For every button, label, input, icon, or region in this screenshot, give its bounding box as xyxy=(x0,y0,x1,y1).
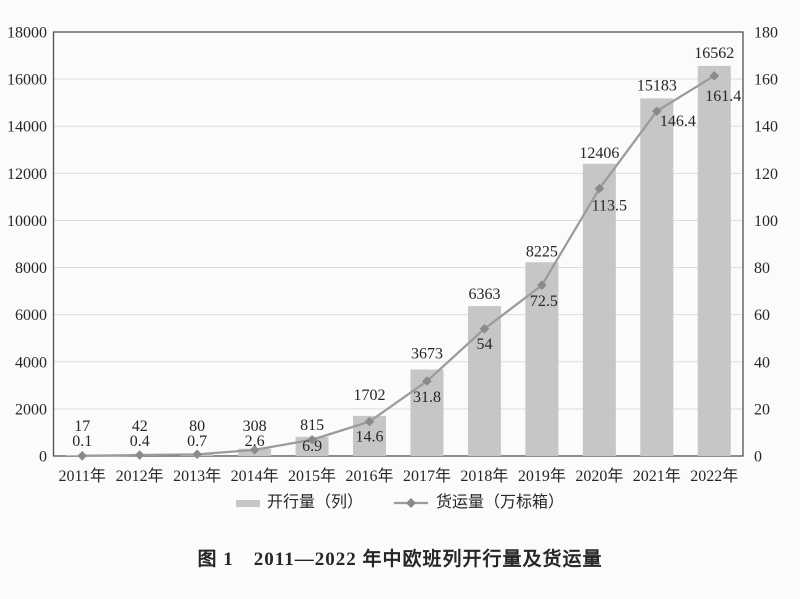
legend-item-trains: 开行量（列） xyxy=(235,494,363,512)
left-axis-tick-label: 16000 xyxy=(7,72,47,89)
line-series-marker-icon xyxy=(394,498,428,508)
line-value-label: 6.9 xyxy=(302,438,322,455)
x-axis-label: 2015年 xyxy=(288,467,336,485)
x-axis-label: 2012年 xyxy=(116,467,164,485)
chart-legend: 开行量（列） 货运量（万标箱） xyxy=(0,494,800,512)
line-marker-2015年 xyxy=(307,434,317,445)
bar-value-label: 3673 xyxy=(411,345,443,362)
bar-2021年 xyxy=(640,98,674,456)
legend-label-trains: 开行量（列） xyxy=(266,494,363,511)
line-marker-2016年 xyxy=(364,416,375,427)
line-marker-2014年 xyxy=(249,445,260,455)
left-axis-tick-label: 4000 xyxy=(15,354,47,371)
combo-chart: 17 42 80 308 815 1702 3673 6363 8225 12406 15183 16… xyxy=(7,25,778,486)
x-axis-label: 2011年 xyxy=(59,467,106,485)
line-value-label: 72.5 xyxy=(530,293,558,310)
figure-caption: 图 1 2011—2022 年中欧班列开行量及货运量 xyxy=(197,549,603,570)
left-axis-tick-label: 6000 xyxy=(15,307,47,324)
x-axis-label: 2021年 xyxy=(633,467,681,485)
legend-label-freight: 货运量（万标箱） xyxy=(436,494,565,511)
left-axis-tick-label: 0 xyxy=(39,449,47,466)
line-value-label: 0.7 xyxy=(187,433,207,450)
bar-value-label: 16562 xyxy=(694,45,734,62)
line-marker-2022年 xyxy=(709,71,720,81)
line-value-label: 0.1 xyxy=(72,433,92,450)
left-axis-tick-label: 8000 xyxy=(15,260,47,277)
bar-value-label: 17 xyxy=(74,418,90,435)
bar-value-label: 8225 xyxy=(526,243,558,260)
bar-value-label: 42 xyxy=(132,418,148,435)
line-marker-2017年 xyxy=(422,376,432,386)
right-axis-tick-label: 20 xyxy=(754,401,770,418)
bar-value-label: 15183 xyxy=(637,77,677,94)
legend-item-freight: 货运量（万标箱） xyxy=(393,494,564,512)
x-axis-label: 2022年 xyxy=(690,467,738,485)
bar-value-label: 80 xyxy=(189,418,205,435)
bar-series-swatch-icon xyxy=(235,499,260,507)
line-value-label: 161.4 xyxy=(705,88,741,105)
right-axis-tick-label: 120 xyxy=(754,166,778,183)
x-axis-label: 2013年 xyxy=(173,467,221,485)
right-axis-tick-label: 160 xyxy=(754,72,778,89)
right-axis-tick-label: 140 xyxy=(754,119,778,136)
bar-2019年 xyxy=(525,262,559,456)
right-axis-tick-label: 80 xyxy=(754,260,770,277)
line-value-label: 54 xyxy=(476,336,492,353)
plot-frame xyxy=(52,31,744,457)
x-axis-label: 2019年 xyxy=(518,467,566,485)
line-value-label: 146.4 xyxy=(660,113,696,130)
right-axis-tick-label: 180 xyxy=(754,25,778,42)
line-marker-2018年 xyxy=(479,324,490,334)
line-value-label: 2.6 xyxy=(245,433,265,450)
right-axis-tick-label: 0 xyxy=(754,449,762,466)
line-value-label: 14.6 xyxy=(356,429,384,446)
bar-2020年 xyxy=(582,163,616,456)
line-marker-2013年 xyxy=(192,449,202,460)
bar-value-label: 1702 xyxy=(354,387,386,404)
right-axis-tick-label: 60 xyxy=(754,307,770,324)
bar-value-label: 12406 xyxy=(579,145,619,162)
line-value-label: 113.5 xyxy=(592,198,627,215)
left-axis-tick-label: 12000 xyxy=(7,166,47,183)
right-axis-tick-label: 100 xyxy=(754,213,778,230)
x-axis-label: 2020年 xyxy=(575,467,623,485)
line-value-label: 0.4 xyxy=(130,433,150,450)
left-axis-tick-label: 14000 xyxy=(7,119,47,136)
line-marker-2020年 xyxy=(594,183,605,194)
bar-2022年 xyxy=(697,65,731,456)
bar-value-label: 815 xyxy=(300,417,324,434)
line-marker-2021年 xyxy=(652,106,662,116)
freight-line xyxy=(82,74,715,457)
x-axis-label: 2017年 xyxy=(403,467,451,485)
x-axis-label: 2014年 xyxy=(231,467,279,485)
left-axis-tick-label: 10000 xyxy=(7,213,47,230)
line-marker-2011年 xyxy=(77,450,88,461)
bar-value-label: 308 xyxy=(243,418,267,435)
line-value-label: 31.8 xyxy=(413,389,441,406)
line-marker-2019年 xyxy=(537,280,547,291)
left-axis-tick-label: 2000 xyxy=(15,401,47,418)
x-axis-label: 2016年 xyxy=(346,467,394,485)
x-axis-label: 2018年 xyxy=(460,467,508,485)
left-axis-tick-label: 18000 xyxy=(7,25,47,42)
right-axis-tick-label: 40 xyxy=(754,354,770,371)
bar-value-label: 6363 xyxy=(468,286,500,303)
line-marker-2012年 xyxy=(134,450,145,460)
